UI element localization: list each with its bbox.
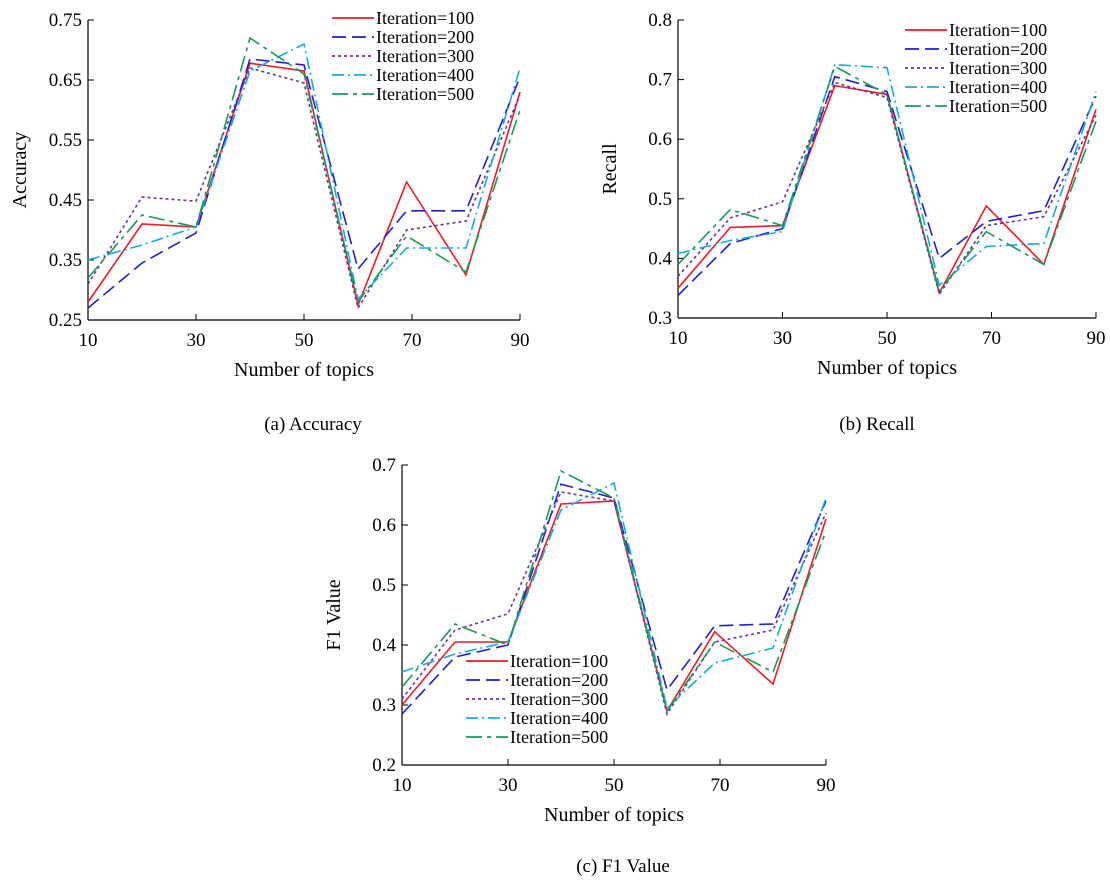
x-tick-label: 10 bbox=[669, 328, 688, 349]
legend-label-iter500: Iteration=500 bbox=[376, 84, 474, 104]
series-line-iter100 bbox=[677, 84, 1097, 296]
y-tick-label: 0.65 bbox=[49, 70, 82, 91]
y-tick-label: 0.5 bbox=[372, 575, 396, 596]
y-tick-label: 0.75 bbox=[49, 10, 82, 31]
x-tick-label: 30 bbox=[499, 775, 518, 796]
x-axis-label: Number of topics bbox=[544, 804, 684, 826]
x-tick-label: 90 bbox=[1087, 328, 1106, 349]
y-tick-label: 0.7 bbox=[372, 455, 396, 476]
x-tick-label: 70 bbox=[403, 330, 422, 351]
chart-2: 0.3 0.4 0.5 0.6 0.7 0.8 10 30 50 70 90 Number of to… bbox=[599, 10, 1106, 435]
series-line-iter100 bbox=[401, 500, 827, 714]
x-tick-label: 90 bbox=[511, 330, 530, 351]
series-line-iter500 bbox=[677, 65, 1097, 293]
series-line-iter300 bbox=[677, 81, 1097, 297]
x-tick-label: 30 bbox=[187, 330, 206, 351]
x-axis-label: Number of topics bbox=[234, 359, 374, 381]
y-tick-label: 0.2 bbox=[372, 755, 396, 776]
series-line-iter200 bbox=[401, 483, 827, 715]
y-tick-label: 0.7 bbox=[648, 70, 672, 91]
y-tick-label: 0.45 bbox=[49, 190, 82, 211]
y-tick-label: 0.55 bbox=[49, 130, 82, 151]
legend-label-iter200: Iteration=200 bbox=[949, 39, 1047, 59]
legend-label-iter300: Iteration=300 bbox=[949, 58, 1047, 78]
y-tick-label: 0.6 bbox=[648, 129, 672, 150]
y-axis-label: Accuracy bbox=[9, 132, 31, 209]
y-tick-label: 0.3 bbox=[372, 695, 396, 716]
chart-caption: (b) Recall bbox=[839, 414, 914, 435]
chart-caption: (c) F1 Value bbox=[576, 856, 670, 877]
legend-label-iter400: Iteration=400 bbox=[376, 65, 474, 85]
chart-1: 0.25 0.35 0.45 0.55 0.65 0.75 10 30 50 70 90 Number… bbox=[9, 8, 530, 435]
legend-label-iter100: Iteration=100 bbox=[949, 20, 1047, 40]
x-tick-label: 70 bbox=[982, 328, 1001, 349]
legend: Iteration=100Iteration=200Iteration=300I… bbox=[466, 651, 608, 747]
series-line-iter300 bbox=[87, 67, 521, 311]
x-tick-label: 50 bbox=[878, 328, 897, 349]
y-tick-label: 0.5 bbox=[648, 189, 672, 210]
legend-label-iter300: Iteration=300 bbox=[510, 689, 608, 709]
legend-label-iter400: Iteration=400 bbox=[510, 708, 608, 728]
legend-label-iter500: Iteration=500 bbox=[510, 727, 608, 747]
x-tick-label: 10 bbox=[393, 775, 412, 796]
legend: Iteration=100Iteration=200Iteration=300I… bbox=[905, 20, 1047, 116]
y-axis-label: Recall bbox=[599, 143, 621, 195]
x-tick-label: 30 bbox=[773, 328, 792, 349]
legend-label-iter100: Iteration=100 bbox=[510, 651, 608, 671]
y-tick-label: 0.4 bbox=[372, 635, 396, 656]
x-tick-label: 50 bbox=[605, 775, 624, 796]
legend-label-iter100: Iteration=100 bbox=[376, 8, 474, 28]
y-tick-label: 0.4 bbox=[648, 248, 672, 269]
chart-3: 0.2 0.3 0.4 0.5 0.6 0.7 10 30 50 70 90 Number of to… bbox=[323, 455, 836, 877]
legend-label-iter200: Iteration=200 bbox=[376, 27, 474, 47]
series-line-iter200 bbox=[677, 75, 1097, 296]
legend-label-iter200: Iteration=200 bbox=[510, 670, 608, 690]
x-tick-label: 50 bbox=[295, 330, 314, 351]
x-axis-label: Number of topics bbox=[817, 357, 957, 379]
chart-caption: (a) Accuracy bbox=[264, 414, 362, 435]
x-tick-label: 10 bbox=[79, 330, 98, 351]
y-tick-label: 0.6 bbox=[372, 515, 396, 536]
y-tick-label: 0.3 bbox=[648, 308, 672, 329]
y-tick-label: 0.8 bbox=[648, 10, 672, 31]
x-tick-label: 70 bbox=[711, 775, 730, 796]
legend: Iteration=100Iteration=200Iteration=300I… bbox=[332, 8, 474, 104]
legend-label-iter500: Iteration=500 bbox=[949, 96, 1047, 116]
series-line-iter400 bbox=[677, 63, 1097, 287]
legend-label-iter400: Iteration=400 bbox=[949, 77, 1047, 97]
y-tick-label: 0.25 bbox=[49, 310, 82, 331]
legend-label-iter300: Iteration=300 bbox=[376, 46, 474, 66]
series-line-iter300 bbox=[401, 491, 827, 716]
series-line-iter500 bbox=[401, 469, 827, 713]
x-tick-label: 90 bbox=[817, 775, 836, 796]
y-tick-label: 0.35 bbox=[49, 250, 82, 271]
y-axis-label: F1 Value bbox=[323, 579, 345, 650]
